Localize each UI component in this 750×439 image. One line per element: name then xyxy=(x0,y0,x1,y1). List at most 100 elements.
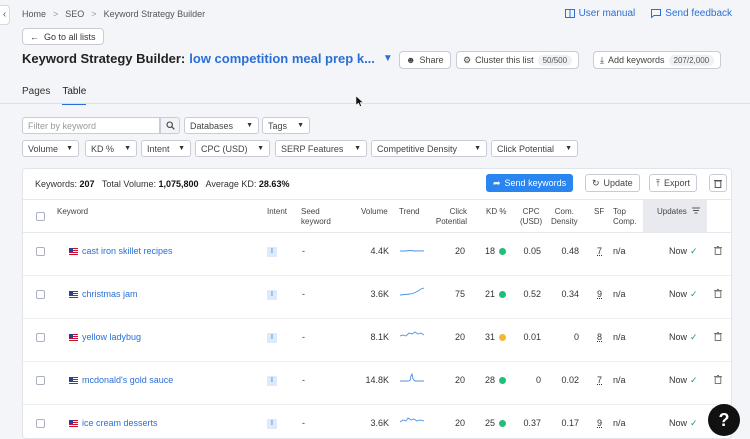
cpc-cell: 0.37 xyxy=(523,418,541,428)
volume-cell: 14.8K xyxy=(365,375,389,385)
com-density-cell: 0.02 xyxy=(561,375,579,385)
trash-icon[interactable] xyxy=(714,246,722,255)
send-feedback-link[interactable]: Send feedback xyxy=(651,8,732,19)
row-checkbox[interactable] xyxy=(36,290,45,299)
col-top-comp[interactable]: Top Comp. xyxy=(613,207,637,226)
trash-icon[interactable] xyxy=(714,289,722,298)
volume-cell: 4.4K xyxy=(370,246,389,256)
search-button[interactable] xyxy=(160,117,180,134)
us-flag-icon xyxy=(69,333,78,341)
click-potential-cell: 20 xyxy=(454,375,465,385)
click-potential-cell: 20 xyxy=(454,332,465,342)
serp-features-dropdown[interactable]: SERP Features ▼ xyxy=(275,140,367,157)
export-button[interactable]: ⤒ Export xyxy=(649,174,697,192)
volume-filter-dropdown[interactable]: Volume ▼ xyxy=(22,140,79,157)
row-checkbox[interactable] xyxy=(36,333,45,342)
trash-icon[interactable] xyxy=(714,332,722,341)
top-comp-cell: n/a xyxy=(613,289,626,299)
filter-keyword-input[interactable]: Filter by keyword xyxy=(22,117,160,134)
col-cpc[interactable]: CPC (USD) xyxy=(520,207,543,226)
volume-cell: 8.1K xyxy=(370,332,389,342)
col-updates[interactable]: Updates xyxy=(657,207,687,216)
share-arrow-icon: ➦ xyxy=(493,177,501,188)
row-checkbox[interactable] xyxy=(36,419,45,428)
update-button[interactable]: ↻ Update xyxy=(585,174,640,192)
table-header: Keyword Intent Seed keyword Volume Trend … xyxy=(23,199,731,233)
seed-keyword-cell: - xyxy=(302,332,305,342)
select-all-checkbox[interactable] xyxy=(36,212,45,221)
breadcrumb-current: Keyword Strategy Builder xyxy=(103,9,206,19)
row-checkbox[interactable] xyxy=(36,376,45,385)
check-icon: ✓ xyxy=(690,418,698,428)
col-trend[interactable]: Trend xyxy=(399,207,420,216)
arrow-left-icon: ← xyxy=(30,31,39,42)
serp-features-cell[interactable]: 9 xyxy=(597,418,603,428)
chevron-down-icon[interactable]: ▼ xyxy=(382,53,393,64)
kd-filter-dropdown[interactable]: KD % ▼ xyxy=(85,140,137,157)
list-name-dropdown[interactable]: low competition meal prep k... xyxy=(189,51,375,66)
serp-features-cell[interactable]: 9 xyxy=(597,289,603,299)
table-row: mcdonald's gold sauce I - 14.8K 20 28 0 … xyxy=(23,362,731,405)
tags-dropdown[interactable]: Tags ▼ xyxy=(262,117,310,134)
breadcrumb-seo[interactable]: SEO xyxy=(65,9,85,19)
kd-cell: 21 xyxy=(485,289,507,299)
tab-pages[interactable]: Pages xyxy=(22,86,51,97)
top-comp-cell: n/a xyxy=(613,375,626,385)
seed-keyword-cell: - xyxy=(302,375,305,385)
breadcrumb: Home > SEO > Keyword Strategy Builder xyxy=(22,9,205,19)
intent-filter-dropdown[interactable]: Intent ▼ xyxy=(141,140,191,157)
collapse-sidebar-button[interactable]: ‹ xyxy=(0,5,10,25)
tab-table[interactable]: Table xyxy=(62,86,87,105)
col-volume[interactable]: Volume xyxy=(361,207,388,216)
add-keywords-button[interactable]: ⤓ Add keywords 207/2,000 xyxy=(593,51,722,69)
share-users-icon: ☻ xyxy=(406,55,416,65)
keyword-link[interactable]: mcdonald's gold sauce xyxy=(69,375,173,385)
delete-selected-button[interactable] xyxy=(709,174,727,192)
col-kd[interactable]: KD % xyxy=(486,207,507,216)
cpc-cell: 0.05 xyxy=(523,246,541,256)
col-sf[interactable]: SF xyxy=(594,207,605,216)
user-manual-link[interactable]: User manual xyxy=(564,8,635,19)
top-comp-cell: n/a xyxy=(613,332,626,342)
send-keywords-button[interactable]: ➦ Send keywords xyxy=(486,174,574,192)
update-status: Now ✓ xyxy=(669,375,698,385)
check-icon: ✓ xyxy=(690,332,698,342)
share-button[interactable]: ☻ Share xyxy=(399,51,451,69)
seed-keyword-cell: - xyxy=(302,246,305,256)
help-button[interactable]: ? xyxy=(708,404,740,436)
trash-icon[interactable] xyxy=(714,375,722,384)
col-keyword[interactable]: Keyword xyxy=(57,207,89,216)
row-checkbox[interactable] xyxy=(36,247,45,256)
col-click-potential[interactable]: Click Potential xyxy=(435,207,467,226)
cpc-filter-dropdown[interactable]: CPC (USD) ▼ xyxy=(195,140,270,157)
serp-features-cell[interactable]: 7 xyxy=(597,375,603,385)
cluster-list-button[interactable]: ⚙ Cluster this list 50/500 xyxy=(456,51,580,69)
databases-dropdown[interactable]: Databases ▼ xyxy=(184,117,259,134)
intent-badge: I xyxy=(267,290,277,300)
keyword-link[interactable]: christmas jam xyxy=(69,289,138,299)
serp-features-cell[interactable]: 8 xyxy=(597,332,603,342)
breadcrumb-home[interactable]: Home xyxy=(22,9,47,19)
competitive-density-dropdown[interactable]: Competitive Density ▼ xyxy=(371,140,487,157)
sort-icon[interactable] xyxy=(692,207,700,214)
serp-features-cell[interactable]: 7 xyxy=(597,246,603,256)
table-row: christmas jam I - 3.6K 75 21 0.52 0.34 9… xyxy=(23,276,731,319)
kd-cell: 25 xyxy=(485,418,507,428)
check-icon: ✓ xyxy=(690,375,698,385)
keywords-table-card: Keywords: 207 Total Volume: 1,075,800 Av… xyxy=(22,168,732,439)
keyword-link[interactable]: cast iron skillet recipes xyxy=(69,246,173,256)
com-density-cell: 0 xyxy=(573,332,579,342)
col-com-density[interactable]: Com. Density xyxy=(551,207,578,226)
keyword-link[interactable]: ice cream desserts xyxy=(69,418,158,428)
keyword-link[interactable]: yellow ladybug xyxy=(69,332,141,342)
col-seed-keyword[interactable]: Seed keyword xyxy=(301,207,331,226)
us-flag-icon xyxy=(69,290,78,298)
trend-sparkline xyxy=(400,417,424,423)
chevron-down-icon: ▼ xyxy=(178,145,185,152)
go-to-all-lists-button[interactable]: ← Go to all lists xyxy=(22,28,104,45)
update-status: Now ✓ xyxy=(669,418,698,428)
click-potential-dropdown[interactable]: Click Potential ▼ xyxy=(491,140,578,157)
kd-status-dot xyxy=(499,377,507,385)
col-intent[interactable]: Intent xyxy=(267,207,288,216)
check-icon: ✓ xyxy=(690,289,698,299)
